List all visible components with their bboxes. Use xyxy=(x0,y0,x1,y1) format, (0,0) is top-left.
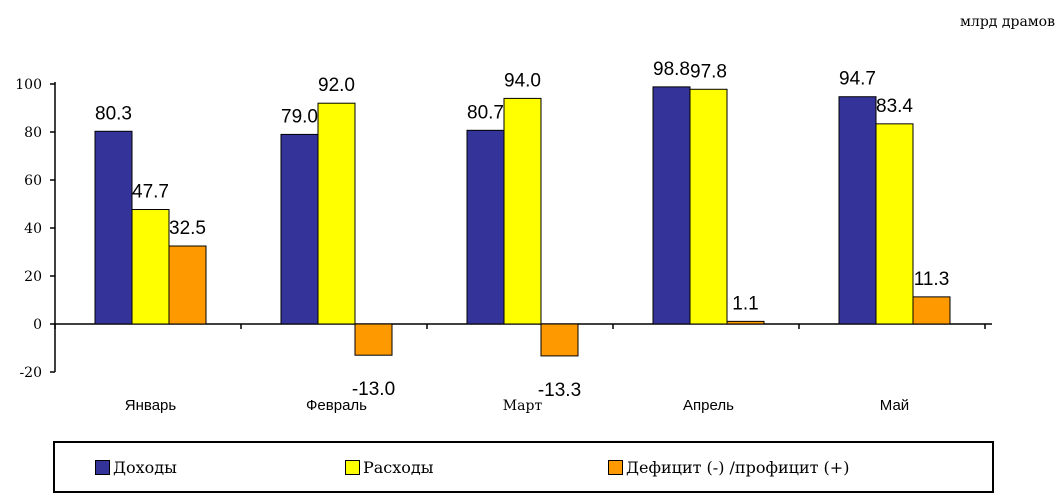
legend-label-balance: Дефицит (-) /профицит (+) xyxy=(626,458,850,477)
y-tick-label: -20 xyxy=(19,365,42,381)
bar-0 xyxy=(838,96,877,325)
data-label: 80.7 xyxy=(467,102,504,123)
bar-0 xyxy=(280,133,319,325)
data-label: -13.3 xyxy=(538,380,581,401)
data-label: 80.3 xyxy=(95,103,132,124)
y-tick-label: 0 xyxy=(33,317,42,333)
legend-item-balance: Дефицит (-) /профицит (+) xyxy=(608,458,849,477)
data-label: 97.8 xyxy=(690,61,727,82)
legend-item-expenses: Расходы xyxy=(345,458,434,477)
data-label: 94.0 xyxy=(504,70,541,91)
bar-chart: -20 0 20 40 60 80 100 80.3 47.732.5 Январь 79.092.… xyxy=(15,59,992,414)
data-label: 94.7 xyxy=(839,69,876,90)
data-label: 79.0 xyxy=(281,106,318,127)
bar-1 xyxy=(131,209,170,325)
legend: Доходы Расходы Дефицит (-) /профицит (+) xyxy=(53,441,994,493)
data-label: 83.4 xyxy=(876,96,913,117)
data-label: 32.5 xyxy=(169,218,206,239)
bar-1 xyxy=(503,97,542,325)
legend-swatch-expenses xyxy=(345,460,360,475)
legend-swatch-revenue xyxy=(95,460,110,475)
bar-2 xyxy=(912,296,951,325)
category-label: Февраль xyxy=(306,397,367,414)
data-label: 92.0 xyxy=(318,75,355,96)
bar-0 xyxy=(466,129,505,325)
category-label: Январь xyxy=(125,397,177,414)
data-label: 11.3 xyxy=(914,269,950,290)
bar-1 xyxy=(689,88,728,325)
bar-2 xyxy=(726,320,765,325)
bar-1 xyxy=(875,123,914,325)
y-tick-label: 100 xyxy=(15,77,42,93)
bar-0 xyxy=(94,130,133,325)
bar-2 xyxy=(540,323,579,357)
category-label: Апрель xyxy=(683,397,734,414)
y-tick-label: 20 xyxy=(24,269,42,285)
legend-label-revenue: Доходы xyxy=(113,458,177,477)
bar-2 xyxy=(354,323,393,356)
y-tick-label: 40 xyxy=(24,221,42,237)
unit-label: млрд драмов xyxy=(960,14,1055,30)
data-label: 47.7 xyxy=(132,182,169,203)
legend-item-revenue: Доходы xyxy=(95,458,177,477)
legend-swatch-balance xyxy=(608,460,623,475)
bar-1 xyxy=(317,102,356,325)
y-tick-label: 80 xyxy=(24,125,42,141)
bar-0 xyxy=(652,86,691,325)
data-label: 1.1 xyxy=(732,293,758,314)
category-label: Март xyxy=(503,398,543,414)
y-tick-label: 60 xyxy=(24,173,42,189)
data-label: -13.0 xyxy=(352,379,395,400)
bar-2 xyxy=(168,245,207,325)
data-label: 98.8 xyxy=(653,59,690,80)
legend-label-expenses: Расходы xyxy=(363,458,434,477)
category-label: Май xyxy=(880,397,909,414)
